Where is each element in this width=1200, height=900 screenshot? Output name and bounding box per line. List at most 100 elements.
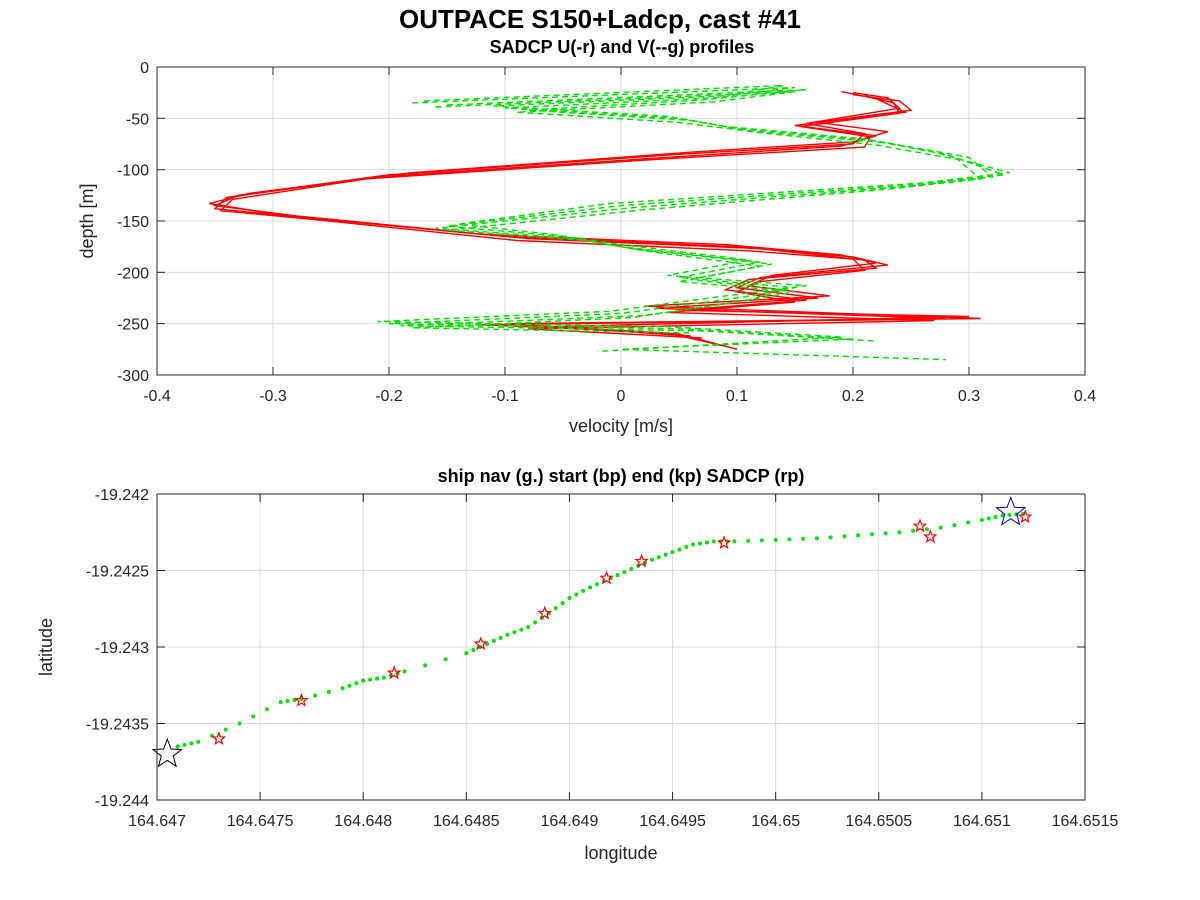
nav-x-tick-label: 164.647 [128,813,186,830]
end-position-star [995,495,1027,526]
ship-nav-point [189,741,194,746]
ship-nav-point [787,537,792,542]
sadcp-point-star [537,605,553,620]
profile-x-tick-label: 0 [617,388,626,405]
sadcp-point-star [211,731,227,746]
profile-x-tick-label: 0.3 [958,388,980,405]
ship-nav-point [966,520,971,525]
ship-nav-point [986,516,991,521]
ship-nav-point [560,601,565,606]
ship-nav-point [698,541,703,546]
ship-nav-point [567,596,572,601]
ship-nav-point [656,555,661,560]
ship-nav-point [443,657,448,662]
nav-chart-title: ship nav (g.) start (bp) end (kp) SADCP … [438,466,805,486]
profile-ticks: -0.4 -0.3 -0.2 -0.1 0 0.1 0.2 0.3 0.4 0 -50 -100 -15… [117,60,1096,405]
profile-x-tick-label: -0.2 [375,388,403,405]
ship-nav-point [581,588,586,593]
ship-nav-point [526,625,531,630]
ship-nav-point [746,538,751,543]
nav-y-tick-label: -19.244 [95,793,149,810]
ship-nav-point [361,678,366,683]
ship-nav-point [732,539,737,544]
nav-y-tick-label: -19.2425 [86,564,149,581]
profile-y-tick-label: -250 [117,317,149,334]
nav-x-tick-label: 164.6485 [433,813,500,830]
v-velocity-profile-line [377,84,1010,353]
ship-nav-point [237,721,242,726]
sadcp-point-star [716,535,732,550]
ship-nav-point [574,592,579,597]
sadcp-point-star [922,529,938,544]
v-velocity-profile-line [400,88,994,342]
ship-nav-point [354,681,359,686]
ship-nav-point [1007,512,1012,517]
ship-nav-point [340,686,345,691]
nav-x-tick-label: 164.649 [541,813,599,830]
ship-nav-point [924,527,929,532]
ship-nav-point [711,539,716,544]
ship-nav-point [175,744,180,749]
sadcp-point-star [1017,509,1033,524]
ship-nav-point [374,676,379,681]
u-velocity-profile-line [219,95,935,339]
ship-nav-point [704,540,709,545]
sadcp-point-star [293,692,309,707]
ship-nav-point [505,632,510,637]
sadcp-point-star [599,570,614,585]
ship-nav-point [897,530,902,535]
ship-nav-point [498,635,503,640]
nav-x-tick-label: 164.648 [334,813,392,830]
ship-nav-chart: ship nav (g.) start (bp) end (kp) SADCP … [36,466,1118,863]
velocity-profile-chart: SADCP U(-r) and V(--g) profiles -0.4 -0.3… [77,37,1096,436]
ship-nav-point [464,651,469,656]
ship-nav-point [911,528,916,533]
nav-x-tick-label: 164.6475 [227,813,294,830]
nav-x-tick-label: 164.6515 [1052,813,1119,830]
ship-nav-point [615,573,620,578]
ship-nav-point [773,537,778,542]
nav-x-tick-label: 164.651 [953,813,1011,830]
ship-nav-point [347,683,352,688]
profile-data [209,84,1010,361]
ship-nav-point [670,550,675,555]
ship-nav-point [278,700,283,705]
nav-x-tick-label: 164.6495 [639,813,706,830]
ship-nav-point [381,675,386,680]
nav-y-tick-label: -19.243 [95,640,149,657]
profile-y-tick-label: -50 [126,111,149,128]
profile-y-tick-label: 0 [140,60,149,77]
nav-x-axis-label: longitude [584,843,657,863]
profile-x-tick-label: -0.4 [143,388,171,405]
ship-nav-point [629,566,634,571]
ship-nav-point [491,638,496,643]
profile-x-tick-label: -0.1 [491,388,519,405]
profile-x-tick-label: 0.2 [842,388,864,405]
ship-nav-point [594,582,599,587]
ship-nav-point [622,570,627,575]
sadcp-point-star [473,636,489,651]
ship-nav-point [828,535,833,540]
ship-nav-point [952,523,957,528]
sadcp-point-star [912,518,928,533]
sadcp-point-star [634,553,649,568]
ship-nav-point [979,518,984,523]
ship-nav-point [251,714,256,719]
profile-x-tick-label: 0.4 [1074,388,1096,405]
u-velocity-profile-line [209,90,981,347]
profile-y-axis-label: depth [m] [77,183,97,258]
ship-nav-point [677,547,682,552]
ship-nav-point [663,552,668,557]
nav-y-axis-label: latitude [36,618,56,676]
nav-grid [156,493,1086,801]
ship-nav-point [993,514,998,519]
ship-nav-point [264,707,269,712]
profile-x-tick-label: -0.3 [259,388,287,405]
ship-nav-point [1000,513,1005,518]
figure-title: OUTPACE S150+Ladcp, cast #41 [399,4,801,34]
ship-nav-point [402,669,407,674]
profile-y-tick-label: -150 [117,214,149,231]
v-velocity-profile-line [412,90,983,334]
ship-nav-point [801,536,806,541]
nav-y-tick-label: -19.2435 [86,717,149,734]
